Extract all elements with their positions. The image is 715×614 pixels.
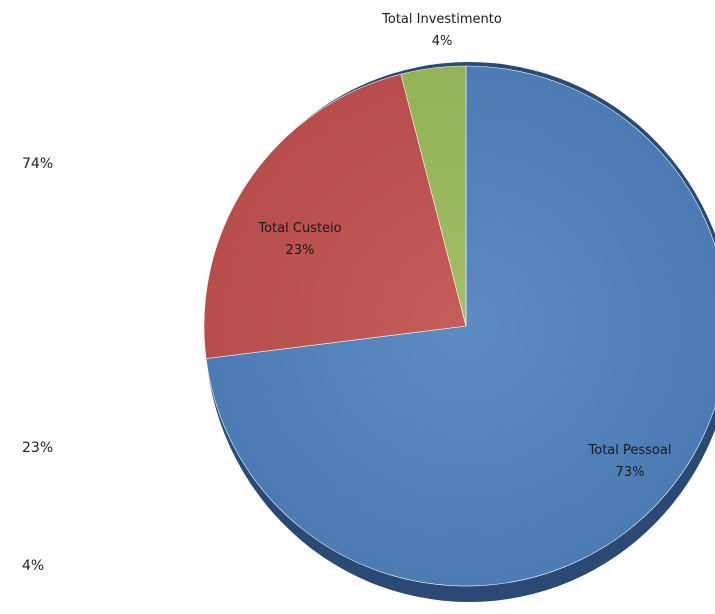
slice-label: Total Custeio: [257, 221, 341, 236]
side-percent-1: 74%: [22, 156, 54, 172]
slice-value-label: 23%: [286, 243, 315, 258]
slice-label: Total Pessoal: [588, 443, 672, 458]
side-percent-3: 4%: [22, 558, 45, 574]
slice-label: Total Investimento: [381, 12, 502, 27]
slice-value-label: 73%: [616, 465, 645, 480]
slice-value-label: 4%: [432, 34, 453, 49]
side-percent-2: 23%: [22, 440, 54, 456]
